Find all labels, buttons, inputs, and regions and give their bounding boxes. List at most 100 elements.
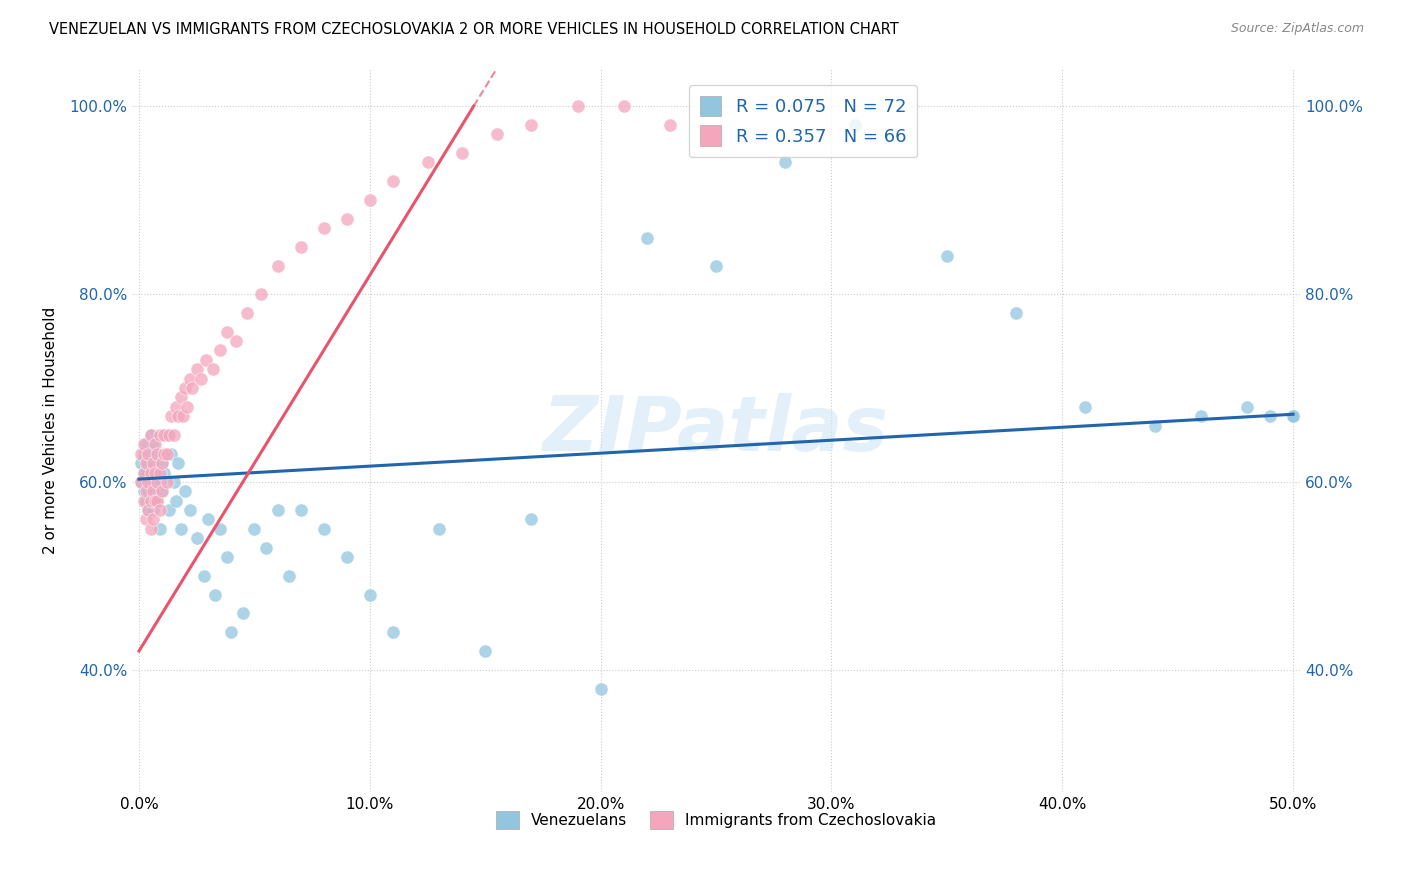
Point	[485, 128, 508, 142]
Point	[179, 371, 201, 385]
Point	[135, 512, 157, 526]
Point	[416, 155, 439, 169]
Point	[143, 484, 166, 499]
Text: ZIPatlas: ZIPatlas	[543, 393, 889, 467]
Point	[150, 484, 173, 499]
Point	[132, 466, 155, 480]
Point	[266, 259, 288, 273]
Point	[290, 240, 312, 254]
Point	[150, 456, 173, 470]
Point	[215, 325, 238, 339]
Y-axis label: 2 or more Vehicles in Household: 2 or more Vehicles in Household	[44, 307, 58, 554]
Point	[142, 437, 165, 451]
Point	[197, 512, 219, 526]
Point	[139, 493, 162, 508]
Point	[1143, 418, 1166, 433]
Point	[142, 475, 165, 489]
Point	[162, 428, 184, 442]
Point	[704, 259, 727, 273]
Point	[179, 503, 201, 517]
Point	[567, 99, 589, 113]
Point	[193, 569, 215, 583]
Point	[1189, 409, 1212, 424]
Point	[520, 118, 543, 132]
Point	[381, 625, 404, 640]
Point	[589, 681, 612, 696]
Point	[174, 381, 197, 395]
Point	[135, 493, 157, 508]
Point	[150, 484, 173, 499]
Point	[136, 447, 159, 461]
Point	[135, 437, 157, 451]
Point	[225, 334, 247, 348]
Point	[336, 211, 359, 226]
Point	[153, 447, 176, 461]
Point	[146, 447, 169, 461]
Point	[204, 588, 226, 602]
Point	[146, 475, 169, 489]
Point	[359, 193, 381, 207]
Point	[143, 466, 166, 480]
Point	[1074, 400, 1097, 414]
Point	[132, 437, 155, 451]
Point	[169, 522, 191, 536]
Point	[136, 503, 159, 517]
Point	[278, 569, 301, 583]
Point	[132, 447, 155, 461]
Point	[167, 409, 190, 424]
Point	[156, 447, 179, 461]
Point	[149, 503, 172, 517]
Point	[157, 428, 180, 442]
Point	[143, 493, 166, 508]
Point	[142, 484, 165, 499]
Point	[186, 362, 208, 376]
Text: Source: ZipAtlas.com: Source: ZipAtlas.com	[1230, 22, 1364, 36]
Point	[132, 466, 155, 480]
Point	[208, 343, 231, 358]
Point	[131, 475, 153, 489]
Point	[139, 475, 162, 489]
Point	[131, 447, 153, 461]
Point	[165, 400, 187, 414]
Point	[135, 475, 157, 489]
Point	[1258, 409, 1281, 424]
Point	[132, 484, 155, 499]
Point	[135, 484, 157, 499]
Point	[336, 550, 359, 565]
Point	[139, 522, 162, 536]
Point	[266, 503, 288, 517]
Point	[174, 484, 197, 499]
Point	[243, 522, 266, 536]
Point	[160, 409, 183, 424]
Point	[131, 456, 153, 470]
Point	[157, 503, 180, 517]
Point	[156, 475, 179, 489]
Point	[150, 456, 173, 470]
Point	[153, 428, 176, 442]
Point	[236, 306, 259, 320]
Point	[149, 466, 172, 480]
Point	[167, 456, 190, 470]
Point	[153, 466, 176, 480]
Point	[290, 503, 312, 517]
Point	[149, 428, 172, 442]
Point	[165, 493, 187, 508]
Point	[169, 390, 191, 404]
Point	[613, 99, 636, 113]
Point	[142, 512, 165, 526]
Point	[658, 118, 681, 132]
Point	[208, 522, 231, 536]
Point	[194, 352, 217, 367]
Point	[935, 249, 957, 263]
Point	[143, 466, 166, 480]
Point	[139, 466, 162, 480]
Point	[1282, 409, 1305, 424]
Point	[139, 493, 162, 508]
Point	[215, 550, 238, 565]
Point	[1236, 400, 1258, 414]
Point	[146, 493, 169, 508]
Point	[143, 437, 166, 451]
Point	[162, 475, 184, 489]
Point	[381, 174, 404, 188]
Point	[176, 400, 198, 414]
